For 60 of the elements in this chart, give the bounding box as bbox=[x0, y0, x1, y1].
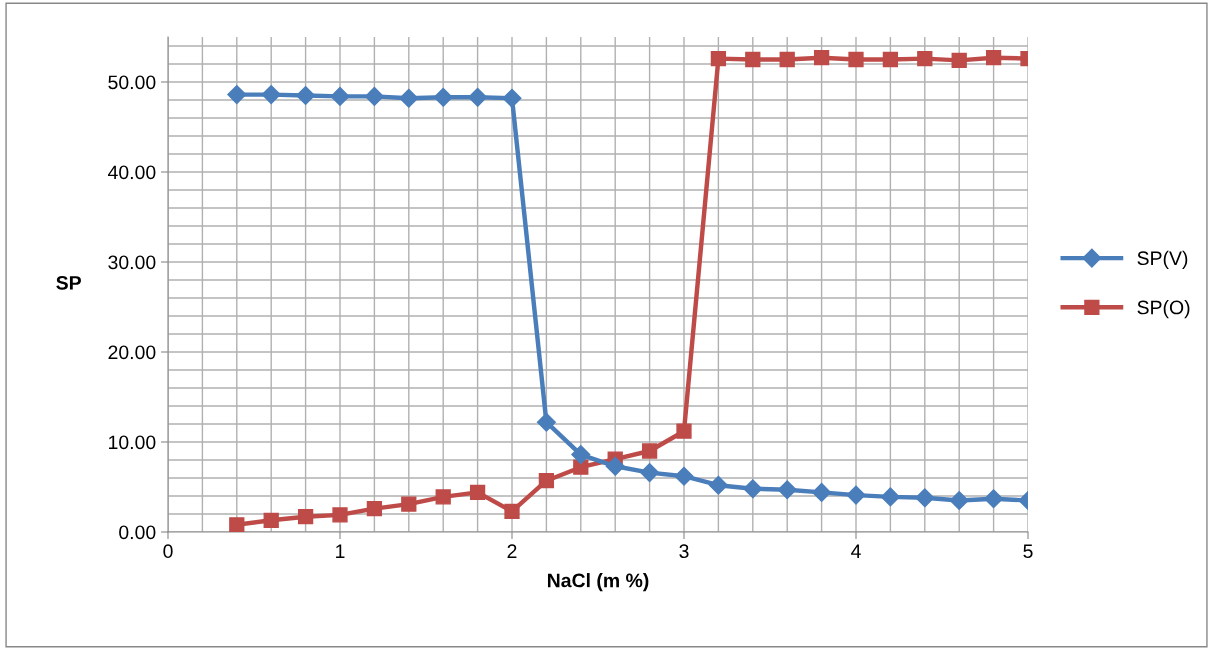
point bbox=[399, 88, 419, 108]
x-axis-title: NaCl (m %) bbox=[547, 573, 649, 592]
point bbox=[227, 85, 247, 105]
x-tick-label: 1 bbox=[336, 544, 345, 558]
point bbox=[605, 456, 625, 476]
point bbox=[985, 50, 1002, 66]
point bbox=[640, 463, 660, 483]
point bbox=[745, 51, 761, 68]
point bbox=[297, 509, 314, 525]
point bbox=[813, 50, 830, 66]
point bbox=[364, 86, 384, 106]
x-tick-label: 3 bbox=[679, 544, 689, 559]
y-axis-title: SP bbox=[56, 275, 81, 290]
point bbox=[917, 50, 933, 67]
point bbox=[469, 484, 486, 501]
point bbox=[229, 517, 245, 532]
point bbox=[812, 482, 832, 502]
point bbox=[366, 500, 383, 517]
point bbox=[984, 489, 1004, 509]
point bbox=[433, 87, 453, 107]
point bbox=[915, 488, 935, 508]
point bbox=[848, 51, 864, 68]
point bbox=[502, 88, 522, 108]
point bbox=[263, 512, 279, 528]
point bbox=[435, 489, 451, 505]
y-tick-label: 20.00 bbox=[108, 345, 156, 360]
x-tick-label: 5 bbox=[1023, 544, 1033, 559]
legend-label: SP(V) bbox=[1137, 250, 1188, 269]
point bbox=[536, 412, 556, 432]
point bbox=[261, 85, 281, 105]
point bbox=[676, 423, 692, 439]
point bbox=[296, 85, 316, 106]
point bbox=[401, 496, 417, 512]
point bbox=[777, 480, 797, 500]
point bbox=[710, 50, 727, 67]
y-tick-label: 50.00 bbox=[108, 75, 156, 90]
point bbox=[332, 507, 348, 523]
point bbox=[538, 473, 555, 489]
point bbox=[880, 487, 900, 507]
x-tick-label: 4 bbox=[851, 544, 861, 558]
y-tick-label: 0.00 bbox=[119, 525, 156, 540]
point bbox=[468, 87, 488, 107]
x-tick-label: 2 bbox=[507, 544, 517, 558]
y-tick-label: 10.00 bbox=[109, 435, 156, 450]
point bbox=[330, 86, 350, 106]
point bbox=[641, 443, 658, 459]
point bbox=[949, 490, 969, 511]
point bbox=[708, 475, 728, 495]
point bbox=[571, 445, 591, 465]
y-tick-label: 40.00 bbox=[107, 165, 156, 180]
legend-label: SP(O) bbox=[1137, 300, 1190, 319]
point bbox=[882, 51, 899, 68]
y-tick-label: 30.00 bbox=[108, 255, 156, 270]
point bbox=[846, 485, 866, 505]
point bbox=[674, 466, 694, 486]
point bbox=[743, 479, 763, 499]
point bbox=[504, 503, 520, 519]
point bbox=[951, 52, 967, 69]
x-tick-label: 0 bbox=[163, 544, 173, 559]
point bbox=[779, 51, 795, 68]
